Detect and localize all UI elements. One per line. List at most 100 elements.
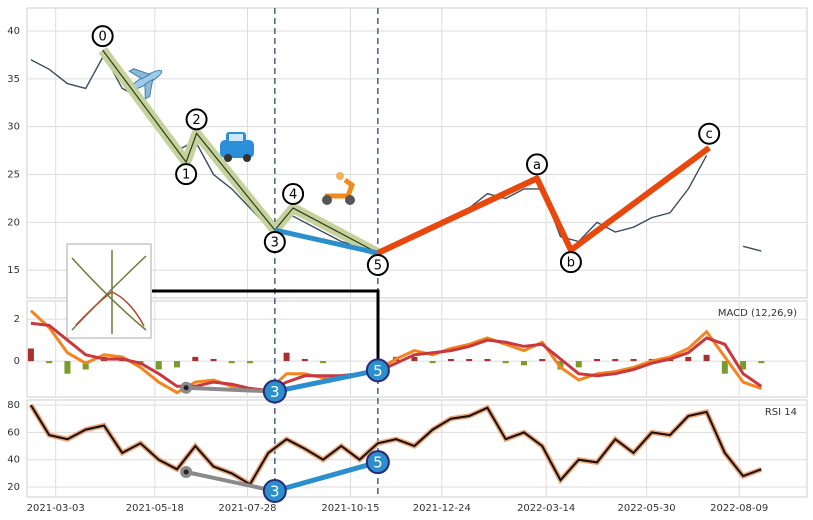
y-tick-label: 60 bbox=[7, 427, 20, 438]
thumbnail bbox=[66, 243, 152, 339]
x-tick-label: 2022-05-30 bbox=[618, 503, 676, 514]
histogram-bar bbox=[210, 358, 217, 362]
histogram-bar bbox=[46, 361, 53, 364]
histogram-bar bbox=[630, 358, 637, 362]
wave-marker bbox=[526, 153, 548, 176]
wave-label: 4 bbox=[289, 188, 297, 203]
wave-label: 2 bbox=[192, 113, 200, 128]
histogram-bar bbox=[594, 358, 600, 362]
wave-marker bbox=[185, 108, 208, 131]
histogram-bar bbox=[174, 361, 180, 368]
wave-label: 1 bbox=[182, 168, 190, 183]
y-tick-label: 80 bbox=[7, 400, 20, 411]
histogram-bar bbox=[447, 358, 454, 362]
divergence-line bbox=[186, 385, 275, 394]
histogram-bar bbox=[27, 348, 34, 362]
wave-label: a bbox=[533, 158, 541, 173]
histogram-bar bbox=[283, 352, 290, 362]
x-tick-label: 2021-10-15 bbox=[321, 503, 379, 514]
histogram-bar bbox=[520, 361, 527, 366]
histogram-bar bbox=[466, 358, 473, 362]
wave-marker bbox=[698, 122, 721, 145]
x-tick-label: 2021-05-18 bbox=[126, 503, 184, 514]
x-tick-label: 2022-03-14 bbox=[517, 503, 575, 514]
car-icon bbox=[220, 132, 254, 162]
divergence-point bbox=[262, 478, 287, 503]
y-tick-label: 20 bbox=[7, 482, 20, 493]
y-tick-label: 35 bbox=[7, 74, 20, 85]
trend-line bbox=[274, 227, 379, 256]
divergence-point bbox=[365, 450, 390, 475]
macd-line bbox=[30, 321, 763, 393]
y-tick-label: 15 bbox=[7, 265, 20, 276]
histogram-bar bbox=[740, 361, 747, 370]
y-tick-label: 25 bbox=[7, 170, 20, 181]
x-tick-label: 2021-07-28 bbox=[218, 503, 276, 514]
impulse-line bbox=[102, 49, 379, 254]
scooter-icon bbox=[322, 172, 355, 205]
panel-frame bbox=[26, 7, 808, 299]
panel-frame bbox=[26, 399, 808, 498]
y-tick-label: 40 bbox=[7, 455, 20, 466]
macd-line bbox=[29, 309, 762, 395]
x-tick-label: 2022-08-09 bbox=[710, 503, 768, 514]
divergence-label: 5 bbox=[373, 454, 383, 472]
divergence-line bbox=[274, 459, 379, 494]
y-tick-label: 40 bbox=[7, 26, 20, 37]
wave-marker bbox=[366, 254, 389, 277]
panel-title: RSI 14 bbox=[765, 407, 797, 418]
x-tick-label: 2021-12-24 bbox=[413, 503, 471, 514]
histogram-bar bbox=[429, 361, 436, 364]
x-tick-label: 2021-03-03 bbox=[27, 503, 85, 514]
wave-marker bbox=[91, 25, 114, 48]
divergence-start-dot bbox=[183, 385, 189, 391]
histogram-bar bbox=[64, 361, 71, 374]
plot-area: 0 1 2 3 4 5 a b c 3 5 3 5 bbox=[27, 25, 765, 503]
rsi-line bbox=[30, 404, 762, 486]
wave-label: b bbox=[567, 256, 575, 271]
divergence-label: 3 bbox=[270, 383, 280, 401]
wave-label: 0 bbox=[99, 30, 107, 45]
plane-icon bbox=[128, 68, 163, 100]
wave-marker bbox=[559, 251, 582, 274]
divergence-label: 5 bbox=[373, 362, 383, 380]
histogram-bar bbox=[758, 361, 765, 364]
correction-line bbox=[376, 145, 711, 256]
divergence-line bbox=[185, 470, 276, 493]
y-tick-label: 2 bbox=[14, 314, 20, 325]
y-tick-label: 0 bbox=[14, 356, 20, 367]
histogram-bar bbox=[502, 361, 509, 364]
wave-marker bbox=[282, 183, 305, 206]
divergence-point bbox=[262, 379, 287, 404]
wave-label: c bbox=[706, 127, 713, 142]
histogram-bar bbox=[685, 356, 692, 362]
histogram-bar bbox=[192, 356, 199, 362]
histogram-bar bbox=[320, 361, 327, 364]
divergence-point bbox=[365, 358, 390, 383]
divergence-label: 3 bbox=[270, 482, 280, 500]
histogram-bar bbox=[301, 358, 308, 362]
histogram-bar bbox=[228, 361, 235, 364]
histogram-bar bbox=[612, 358, 619, 362]
histogram-bar bbox=[703, 354, 710, 362]
panel-title: MACD (12,26,9) bbox=[718, 308, 797, 319]
histogram-bar bbox=[82, 361, 89, 370]
histogram-bar bbox=[411, 356, 418, 362]
divergence-start-dot bbox=[183, 469, 189, 475]
histogram-bar bbox=[484, 358, 491, 362]
wave-label: 5 bbox=[374, 259, 382, 274]
histogram-bar bbox=[247, 361, 254, 364]
wave-marker bbox=[263, 231, 286, 254]
divergence-line bbox=[274, 367, 379, 394]
y-tick-label: 20 bbox=[7, 217, 20, 228]
wave-label: 3 bbox=[271, 236, 279, 251]
histogram-bar bbox=[539, 358, 546, 362]
histogram-bar bbox=[155, 361, 162, 370]
wave-marker bbox=[175, 163, 198, 186]
connector bbox=[152, 289, 380, 360]
histogram-bar bbox=[721, 361, 728, 374]
y-tick-label: 30 bbox=[7, 122, 20, 133]
